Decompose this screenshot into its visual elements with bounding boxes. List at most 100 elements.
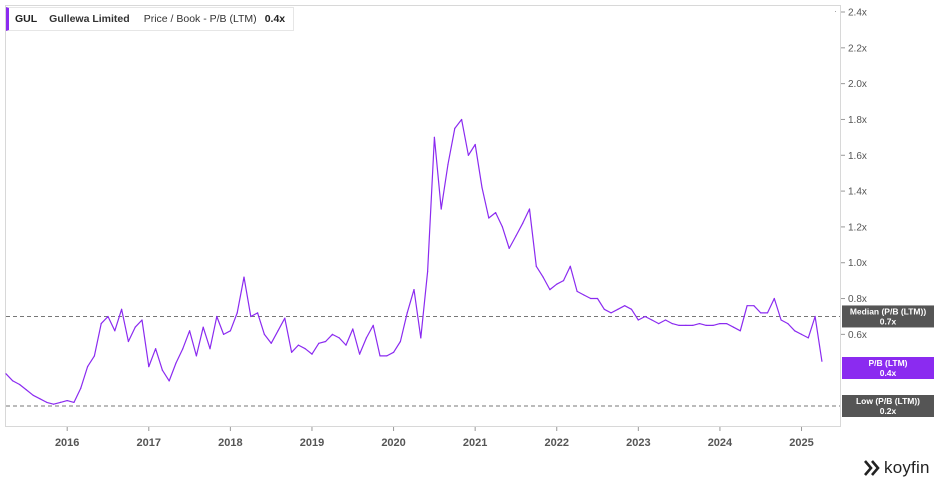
pb-data-point: [488, 217, 490, 219]
chart-options-icon[interactable]: ·: [834, 6, 837, 16]
pb-data-point: [12, 380, 14, 382]
y-tick-label: 2.4x: [848, 8, 867, 19]
pb-data-point: [712, 324, 714, 326]
pb-series-line: [5, 118, 823, 405]
pb-data-point: [141, 319, 143, 321]
pb-data-point: [73, 401, 75, 403]
koyfin-chevron-logo-icon: [864, 460, 880, 476]
legend-metric-name: Price / Book - P/B (LTM): [143, 13, 257, 25]
pb-data-point: [229, 330, 231, 332]
pb-data-point: [692, 324, 694, 326]
pb-data-point: [331, 333, 333, 335]
pb-data-point: [148, 366, 150, 368]
x-tick-label: 2025: [789, 437, 813, 449]
pb-data-point: [236, 312, 238, 314]
median-tag-label: Median (P/B (LTM)): [850, 306, 926, 316]
pb-data-point: [175, 362, 177, 364]
pb-data-point: [481, 186, 483, 189]
pb-data-point: [624, 305, 626, 307]
current-value-tag-value: 0.4x: [880, 368, 897, 378]
pb-data-point: [671, 323, 673, 325]
pb-data-point: [637, 319, 639, 321]
pb-data-point: [393, 351, 395, 353]
series-layer: [5, 118, 823, 405]
pb-data-point: [515, 235, 517, 237]
pb-data-point: [195, 355, 197, 357]
pb-data-point: [719, 323, 721, 325]
pb-data-point: [80, 387, 82, 389]
pb-data-point: [556, 283, 558, 285]
pb-data-point: [39, 398, 41, 400]
pb-data-point: [644, 315, 646, 318]
pb-data-point: [386, 355, 388, 357]
pb-data-point: [617, 308, 619, 310]
pb-data-point: [773, 297, 775, 300]
pb-data-point: [726, 323, 728, 325]
pb-data-point: [155, 348, 157, 350]
pb-data-point: [766, 312, 769, 314]
pb-data-point: [5, 373, 7, 375]
pb-data-point: [352, 328, 354, 330]
pb-data-point: [678, 324, 680, 326]
x-tick-label: 2022: [545, 437, 569, 449]
pb-data-point: [821, 360, 823, 362]
pb-data-point: [161, 369, 163, 371]
pb-data-point: [807, 337, 809, 339]
pb-data-point: [291, 351, 293, 353]
pb-data-point: [794, 330, 796, 332]
pb-data-point: [569, 265, 571, 267]
x-tick-label: 2024: [708, 437, 733, 449]
y-tick-label: 1.2x: [848, 222, 867, 233]
x-tick-label: 2023: [626, 437, 650, 449]
pb-data-point: [760, 312, 762, 314]
y-tick-label: 1.0x: [848, 258, 867, 269]
pb-data-point: [338, 337, 340, 339]
x-tick-label: 2019: [300, 437, 324, 449]
pb-data-point: [345, 344, 347, 346]
pb-data-point: [651, 319, 653, 321]
legend-company-name: Gullewa Limited: [49, 13, 130, 25]
pb-data-point: [800, 333, 803, 335]
pb-data-point: [746, 305, 748, 307]
pb-data-point: [100, 323, 102, 325]
pb-data-point: [270, 342, 272, 344]
pb-data-point: [53, 403, 55, 405]
reference-lines: [6, 315, 840, 407]
low-tag-label: Low (P/B (LTM)): [856, 396, 920, 406]
pb-data-point: [250, 315, 252, 318]
pb-data-point: [243, 276, 245, 278]
pb-data-point: [698, 323, 701, 325]
x-tick-label: 2021: [463, 437, 487, 449]
pb-data-point: [93, 355, 95, 357]
pb-data-point: [427, 271, 429, 273]
pb-data-point: [603, 308, 605, 310]
legend-current-value: 0.4x: [264, 13, 286, 25]
pb-data-point: [753, 305, 755, 307]
pb-data-point: [433, 136, 435, 138]
pb-data-point: [46, 401, 48, 403]
chart-legend[interactable]: GUL Gullewa Limited Price / Book - P/B (…: [6, 7, 295, 31]
pb-data-point: [202, 326, 204, 328]
median-tag: Median (P/B (LTM))0.7x: [842, 305, 934, 328]
pb-data-point: [610, 312, 612, 314]
pb-data-point: [787, 323, 789, 325]
pb-data-point: [583, 294, 585, 296]
pb-data-point: [134, 326, 136, 328]
x-tick-label: 2016: [55, 437, 79, 449]
pb-data-point: [664, 319, 667, 321]
pb-data-point: [549, 289, 551, 291]
y-tick-label: 0.6x: [848, 330, 867, 341]
y-axis: 0.6x 0.8x 1.0x 1.2x 1.4x 1.6x 1.8x 2.0x 2.2x 2.4x: [841, 8, 867, 341]
pb-data-point: [474, 143, 476, 146]
pb-data-point: [461, 118, 463, 121]
y-tick-label: 1.8x: [848, 115, 867, 126]
pb-data-point: [216, 315, 218, 318]
pb-data-point: [168, 380, 170, 382]
pb-data-point: [440, 208, 442, 210]
pb-data-point: [542, 276, 544, 278]
pb-data-point: [223, 333, 225, 335]
pb-data-point: [454, 127, 456, 129]
pb-data-point: [739, 330, 741, 332]
pb-data-point: [304, 348, 306, 350]
